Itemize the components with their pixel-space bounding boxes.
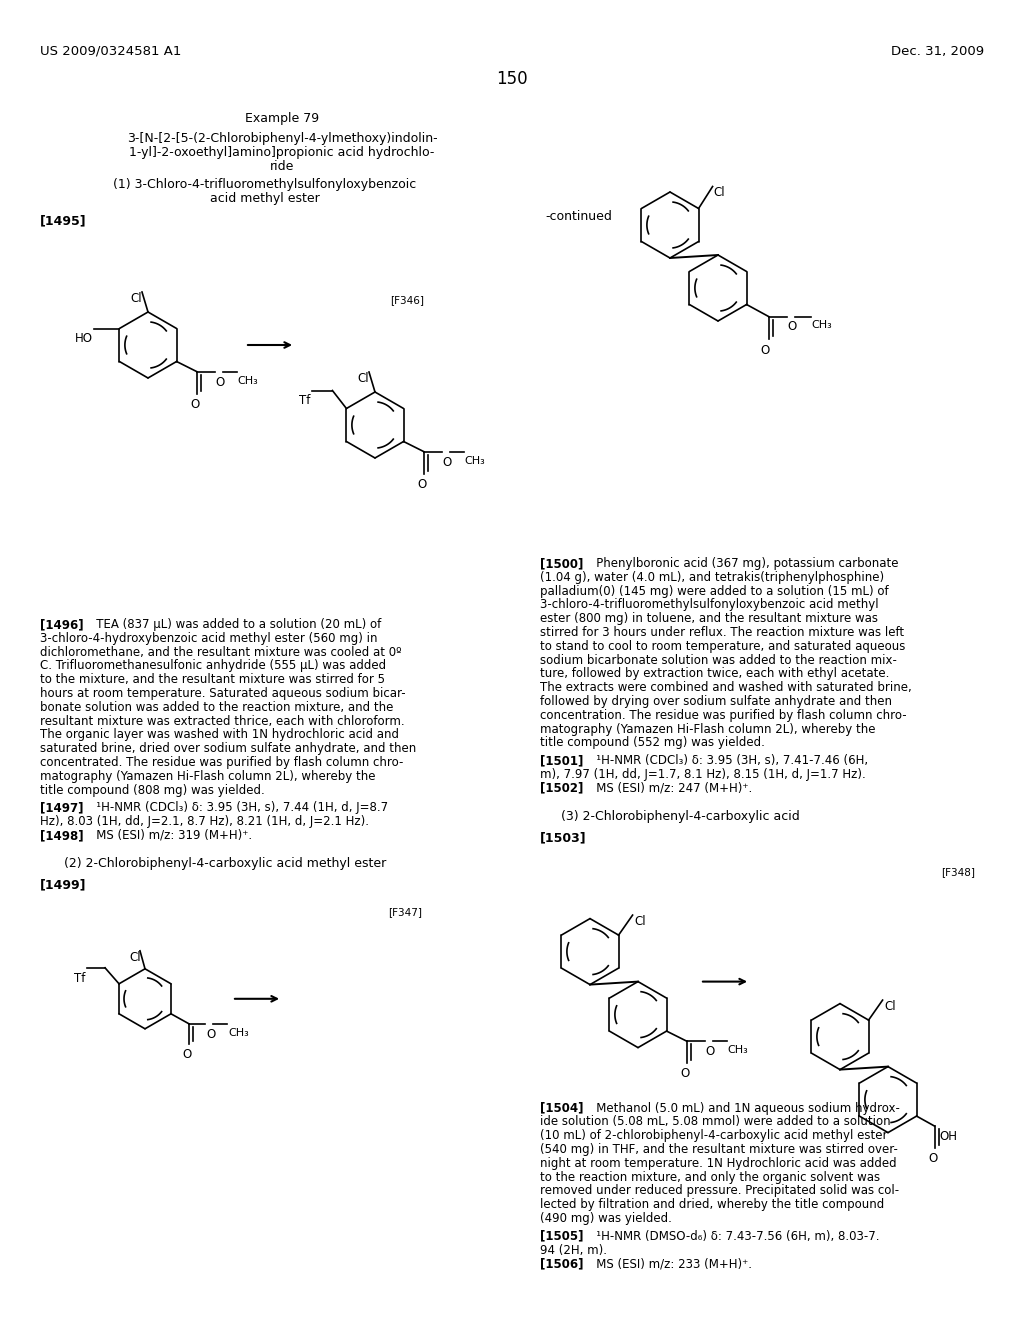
Text: O: O <box>706 1045 715 1059</box>
Text: matography (Yamazen Hi-Flash column 2L), whereby the: matography (Yamazen Hi-Flash column 2L),… <box>540 722 876 735</box>
Text: O: O <box>182 1048 191 1061</box>
Text: ture, followed by extraction twice, each with ethyl acetate.: ture, followed by extraction twice, each… <box>540 668 890 680</box>
Text: HO: HO <box>75 333 92 346</box>
Text: Dec. 31, 2009: Dec. 31, 2009 <box>891 45 984 58</box>
Text: title compound (552 mg) was yielded.: title compound (552 mg) was yielded. <box>540 737 765 750</box>
Text: O: O <box>190 397 200 411</box>
Text: O: O <box>680 1067 689 1080</box>
Text: saturated brine, dried over sodium sulfate anhydrate, and then: saturated brine, dried over sodium sulfa… <box>40 742 416 755</box>
Text: (540 mg) in THF, and the resultant mixture was stirred over-: (540 mg) in THF, and the resultant mixtu… <box>540 1143 898 1156</box>
Text: followed by drying over sodium sulfate anhydrate and then: followed by drying over sodium sulfate a… <box>540 696 892 708</box>
Text: Phenylboronic acid (367 mg), potassium carbonate: Phenylboronic acid (367 mg), potassium c… <box>585 557 898 570</box>
Text: O: O <box>216 375 225 388</box>
Text: [1503]: [1503] <box>540 832 587 845</box>
Text: [1505]: [1505] <box>540 1230 584 1243</box>
Text: palladium(0) (145 mg) were added to a solution (15 mL) of: palladium(0) (145 mg) were added to a so… <box>540 585 889 598</box>
Text: [F346]: [F346] <box>390 294 424 305</box>
Text: 3-[N-[2-[5-(2-Chlorobiphenyl-4-ylmethoxy)indolin-: 3-[N-[2-[5-(2-Chlorobiphenyl-4-ylmethoxy… <box>127 132 437 145</box>
Text: concentrated. The residue was purified by flash column chro-: concentrated. The residue was purified b… <box>40 756 403 770</box>
Text: 94 (2H, m).: 94 (2H, m). <box>540 1243 607 1257</box>
Text: (1) 3-Chloro-4-trifluoromethylsulfonyloxybenzoic: (1) 3-Chloro-4-trifluoromethylsulfonylox… <box>114 178 417 191</box>
Text: to the reaction mixture, and only the organic solvent was: to the reaction mixture, and only the or… <box>540 1171 880 1184</box>
Text: 3-chloro-4-trifluoromethylsulfonyloxybenzoic acid methyl: 3-chloro-4-trifluoromethylsulfonyloxyben… <box>540 598 879 611</box>
Text: night at room temperature. 1N Hydrochloric acid was added: night at room temperature. 1N Hydrochlor… <box>540 1156 897 1170</box>
Text: matography (Yamazen Hi-Flash column 2L), whereby the: matography (Yamazen Hi-Flash column 2L),… <box>40 770 376 783</box>
Text: ester (800 mg) in toluene, and the resultant mixture was: ester (800 mg) in toluene, and the resul… <box>540 612 878 626</box>
Text: O: O <box>760 345 769 358</box>
Text: ride: ride <box>269 160 294 173</box>
Text: ¹H-NMR (CDCl₃) δ: 3.95 (3H, s), 7.41-7.46 (6H,: ¹H-NMR (CDCl₃) δ: 3.95 (3H, s), 7.41-7.4… <box>585 754 868 767</box>
Text: Example 79: Example 79 <box>245 112 319 125</box>
Text: to the mixture, and the resultant mixture was stirred for 5: to the mixture, and the resultant mixtur… <box>40 673 385 686</box>
Text: CH₃: CH₃ <box>238 375 258 385</box>
Text: OH: OH <box>940 1130 957 1143</box>
Text: title compound (808 mg) was yielded.: title compound (808 mg) was yielded. <box>40 784 265 796</box>
Text: 150: 150 <box>497 70 527 88</box>
Text: bonate solution was added to the reaction mixture, and the: bonate solution was added to the reactio… <box>40 701 393 714</box>
Text: Cl: Cl <box>885 1001 896 1014</box>
Text: [F347]: [F347] <box>388 907 422 917</box>
Text: (3) 2-Chlorobiphenyl-4-carboxylic acid: (3) 2-Chlorobiphenyl-4-carboxylic acid <box>560 809 800 822</box>
Text: (2) 2-Chlorobiphenyl-4-carboxylic acid methyl ester: (2) 2-Chlorobiphenyl-4-carboxylic acid m… <box>63 857 386 870</box>
Text: Hz), 8.03 (1H, dd, J=2.1, 8.7 Hz), 8.21 (1H, d, J=2.1 Hz).: Hz), 8.03 (1H, dd, J=2.1, 8.7 Hz), 8.21 … <box>40 816 369 828</box>
Text: Cl: Cl <box>357 372 369 385</box>
Text: [1499]: [1499] <box>40 879 86 892</box>
Text: US 2009/0324581 A1: US 2009/0324581 A1 <box>40 45 181 58</box>
Text: [1501]: [1501] <box>540 754 584 767</box>
Text: Tf: Tf <box>74 972 85 985</box>
Text: O: O <box>787 321 797 334</box>
Text: [F348]: [F348] <box>941 867 975 876</box>
Text: O: O <box>417 478 426 491</box>
Text: resultant mixture was extracted thrice, each with chloroform.: resultant mixture was extracted thrice, … <box>40 714 404 727</box>
Text: CH₃: CH₃ <box>228 1028 249 1038</box>
Text: (1.04 g), water (4.0 mL), and tetrakis(triphenylphosphine): (1.04 g), water (4.0 mL), and tetrakis(t… <box>540 570 884 583</box>
Text: 3-chloro-4-hydroxybenzoic acid methyl ester (560 mg) in: 3-chloro-4-hydroxybenzoic acid methyl es… <box>40 632 378 644</box>
Text: The extracts were combined and washed with saturated brine,: The extracts were combined and washed wi… <box>540 681 911 694</box>
Text: C. Trifluoromethanesulfonic anhydride (555 μL) was added: C. Trifluoromethanesulfonic anhydride (5… <box>40 660 386 672</box>
Text: 1-yl]-2-oxoethyl]amino]propionic acid hydrochlo-: 1-yl]-2-oxoethyl]amino]propionic acid hy… <box>129 147 434 158</box>
Text: O: O <box>206 1028 215 1040</box>
Text: ¹H-NMR (CDCl₃) δ: 3.95 (3H, s), 7.44 (1H, d, J=8.7: ¹H-NMR (CDCl₃) δ: 3.95 (3H, s), 7.44 (1H… <box>85 801 388 814</box>
Text: removed under reduced pressure. Precipitated solid was col-: removed under reduced pressure. Precipit… <box>540 1184 899 1197</box>
Text: [1497]: [1497] <box>40 801 84 814</box>
Text: [1495]: [1495] <box>40 214 87 227</box>
Text: Tf: Tf <box>299 395 310 408</box>
Text: The organic layer was washed with 1N hydrochloric acid and: The organic layer was washed with 1N hyd… <box>40 729 399 742</box>
Text: acid methyl ester: acid methyl ester <box>210 191 319 205</box>
Text: MS (ESI) m/z: 319 (M+H)⁺.: MS (ESI) m/z: 319 (M+H)⁺. <box>85 829 252 842</box>
Text: O: O <box>442 455 452 469</box>
Text: Cl: Cl <box>130 292 141 305</box>
Text: MS (ESI) m/z: 247 (M+H)⁺.: MS (ESI) m/z: 247 (M+H)⁺. <box>585 781 753 795</box>
Text: [1504]: [1504] <box>540 1102 584 1114</box>
Text: CH₃: CH₃ <box>728 1045 749 1055</box>
Text: [1500]: [1500] <box>540 557 584 570</box>
Text: m), 7.97 (1H, dd, J=1.7, 8.1 Hz), 8.15 (1H, d, J=1.7 Hz).: m), 7.97 (1H, dd, J=1.7, 8.1 Hz), 8.15 (… <box>540 768 865 781</box>
Text: [1506]: [1506] <box>540 1258 584 1270</box>
Text: Methanol (5.0 mL) and 1N aqueous sodium hydrox-: Methanol (5.0 mL) and 1N aqueous sodium … <box>585 1102 900 1114</box>
Text: ¹H-NMR (DMSO-d₆) δ: 7.43-7.56 (6H, m), 8.03-7.: ¹H-NMR (DMSO-d₆) δ: 7.43-7.56 (6H, m), 8… <box>585 1230 880 1243</box>
Text: ide solution (5.08 mL, 5.08 mmol) were added to a solution: ide solution (5.08 mL, 5.08 mmol) were a… <box>540 1115 891 1129</box>
Text: -continued: -continued <box>545 210 612 223</box>
Text: Cl: Cl <box>714 186 725 199</box>
Text: hours at room temperature. Saturated aqueous sodium bicar-: hours at room temperature. Saturated aqu… <box>40 686 406 700</box>
Text: Cl: Cl <box>635 915 646 928</box>
Text: lected by filtration and dried, whereby the title compound: lected by filtration and dried, whereby … <box>540 1199 885 1212</box>
Text: dichloromethane, and the resultant mixture was cooled at 0º: dichloromethane, and the resultant mixtu… <box>40 645 401 659</box>
Text: CH₃: CH₃ <box>465 455 485 466</box>
Text: [1496]: [1496] <box>40 618 84 631</box>
Text: CH₃: CH₃ <box>812 321 833 330</box>
Text: to stand to cool to room temperature, and saturated aqueous: to stand to cool to room temperature, an… <box>540 640 905 653</box>
Text: O: O <box>928 1152 937 1166</box>
Text: stirred for 3 hours under reflux. The reaction mixture was left: stirred for 3 hours under reflux. The re… <box>540 626 904 639</box>
Text: [1498]: [1498] <box>40 829 84 842</box>
Text: sodium bicarbonate solution was added to the reaction mix-: sodium bicarbonate solution was added to… <box>540 653 897 667</box>
Text: MS (ESI) m/z: 233 (M+H)⁺.: MS (ESI) m/z: 233 (M+H)⁺. <box>585 1258 752 1270</box>
Text: concentration. The residue was purified by flash column chro-: concentration. The residue was purified … <box>540 709 906 722</box>
Text: [1502]: [1502] <box>540 781 584 795</box>
Text: (10 mL) of 2-chlorobiphenyl-4-carboxylic acid methyl ester: (10 mL) of 2-chlorobiphenyl-4-carboxylic… <box>540 1129 888 1142</box>
Text: Cl: Cl <box>129 950 140 964</box>
Text: TEA (837 μL) was added to a solution (20 mL) of: TEA (837 μL) was added to a solution (20… <box>85 618 381 631</box>
Text: (490 mg) was yielded.: (490 mg) was yielded. <box>540 1212 672 1225</box>
